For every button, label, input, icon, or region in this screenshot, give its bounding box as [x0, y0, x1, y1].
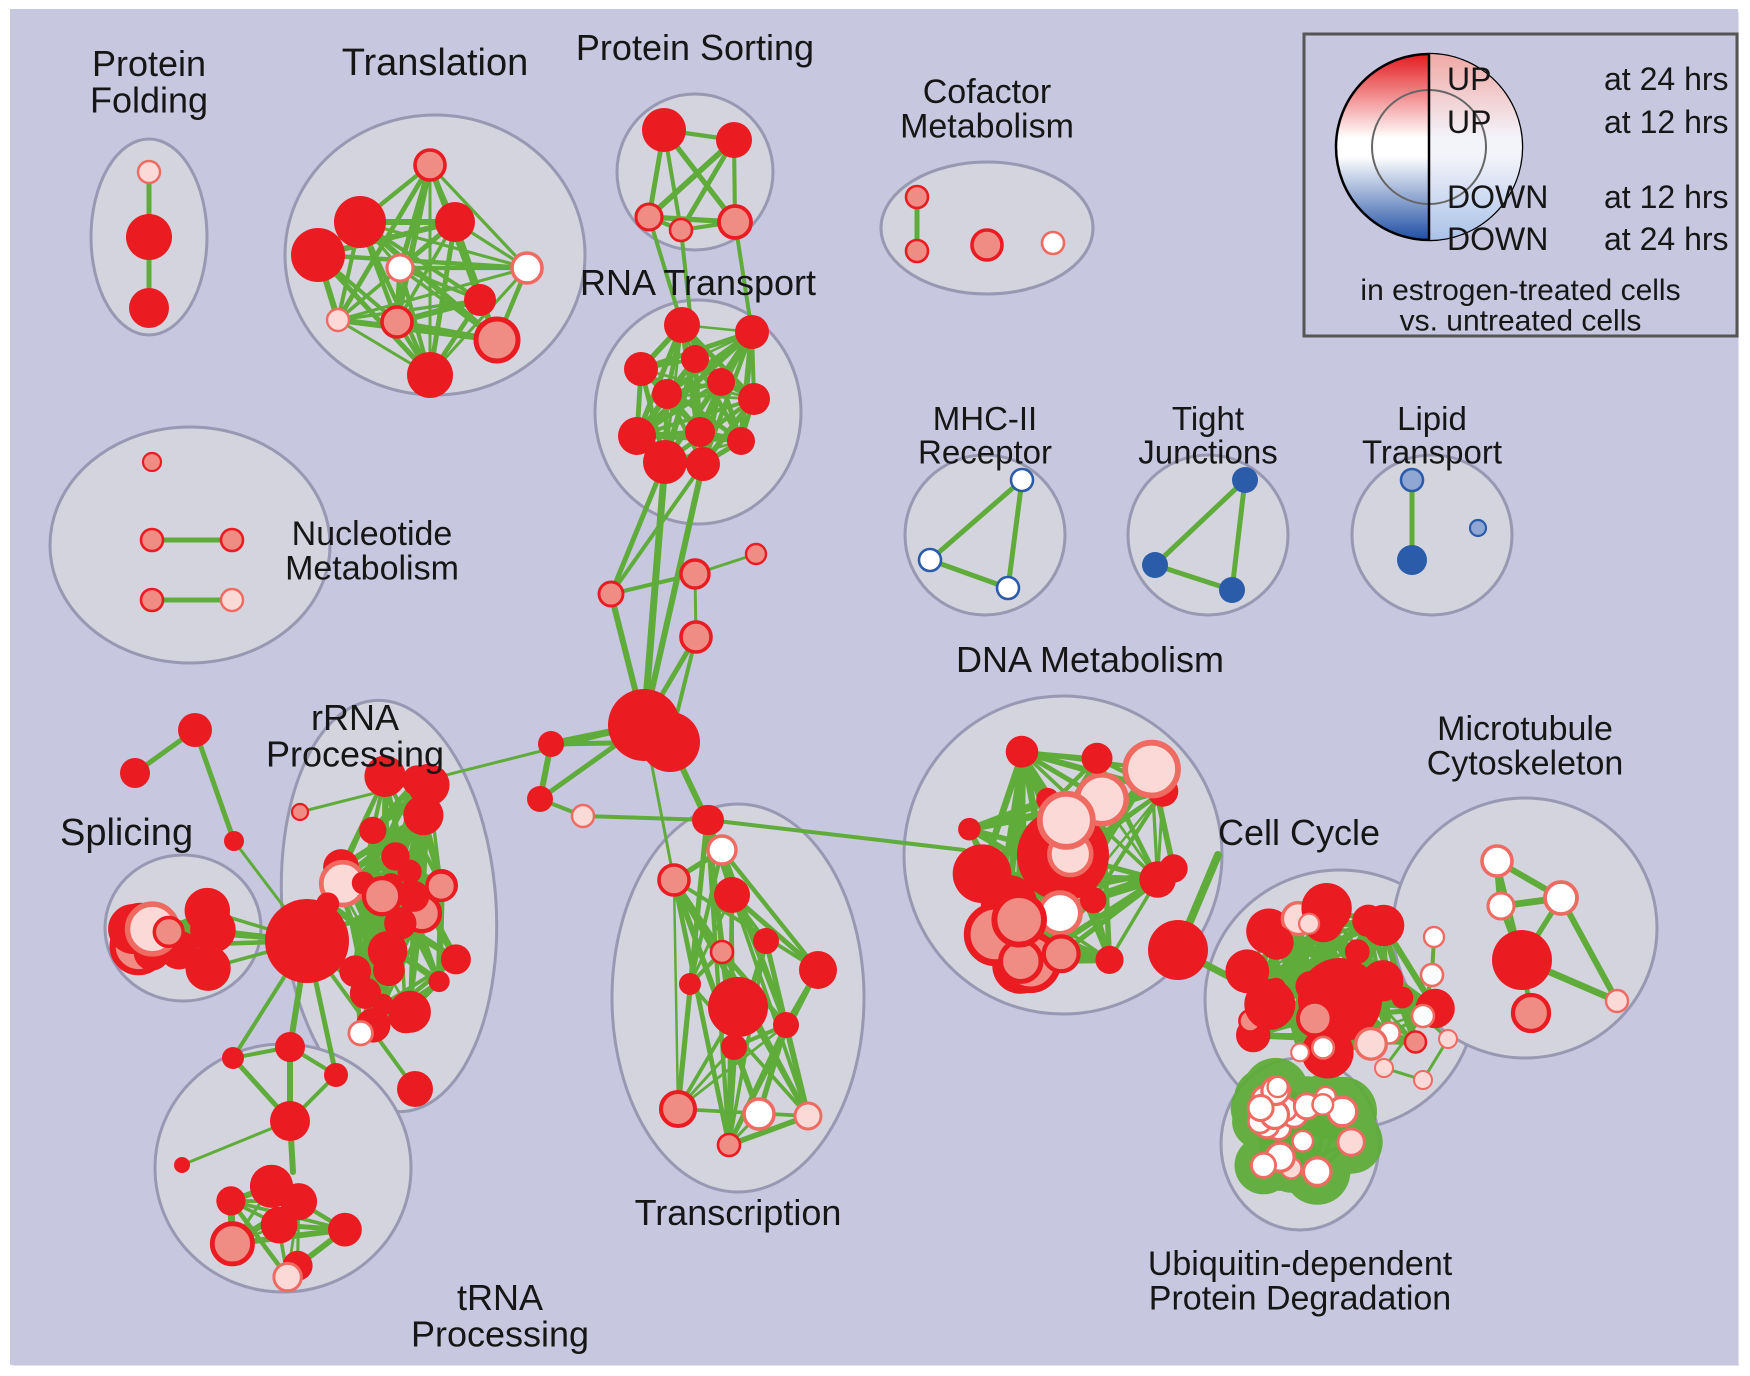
svg-text:Protein Sorting: Protein Sorting: [576, 27, 814, 68]
svg-text:Splicing: Splicing: [60, 812, 193, 854]
svg-text:at 12 hrs: at 12 hrs: [1604, 104, 1729, 140]
svg-text:Translation: Translation: [342, 42, 529, 84]
svg-text:at 24 hrs: at 24 hrs: [1604, 61, 1729, 97]
svg-text:at 12 hrs: at 12 hrs: [1604, 179, 1729, 215]
svg-text:DOWN: DOWN: [1447, 221, 1548, 257]
svg-text:Cell Cycle: Cell Cycle: [1218, 812, 1380, 853]
svg-text:RNA Transport: RNA Transport: [580, 262, 816, 303]
svg-text:DOWN: DOWN: [1447, 179, 1548, 215]
svg-text:DNA Metabolism: DNA Metabolism: [956, 639, 1224, 680]
svg-text:UP: UP: [1447, 104, 1491, 140]
svg-text:Transcription: Transcription: [635, 1192, 842, 1233]
svg-text:UP: UP: [1447, 61, 1491, 97]
svg-text:at 24 hrs: at 24 hrs: [1604, 221, 1729, 257]
